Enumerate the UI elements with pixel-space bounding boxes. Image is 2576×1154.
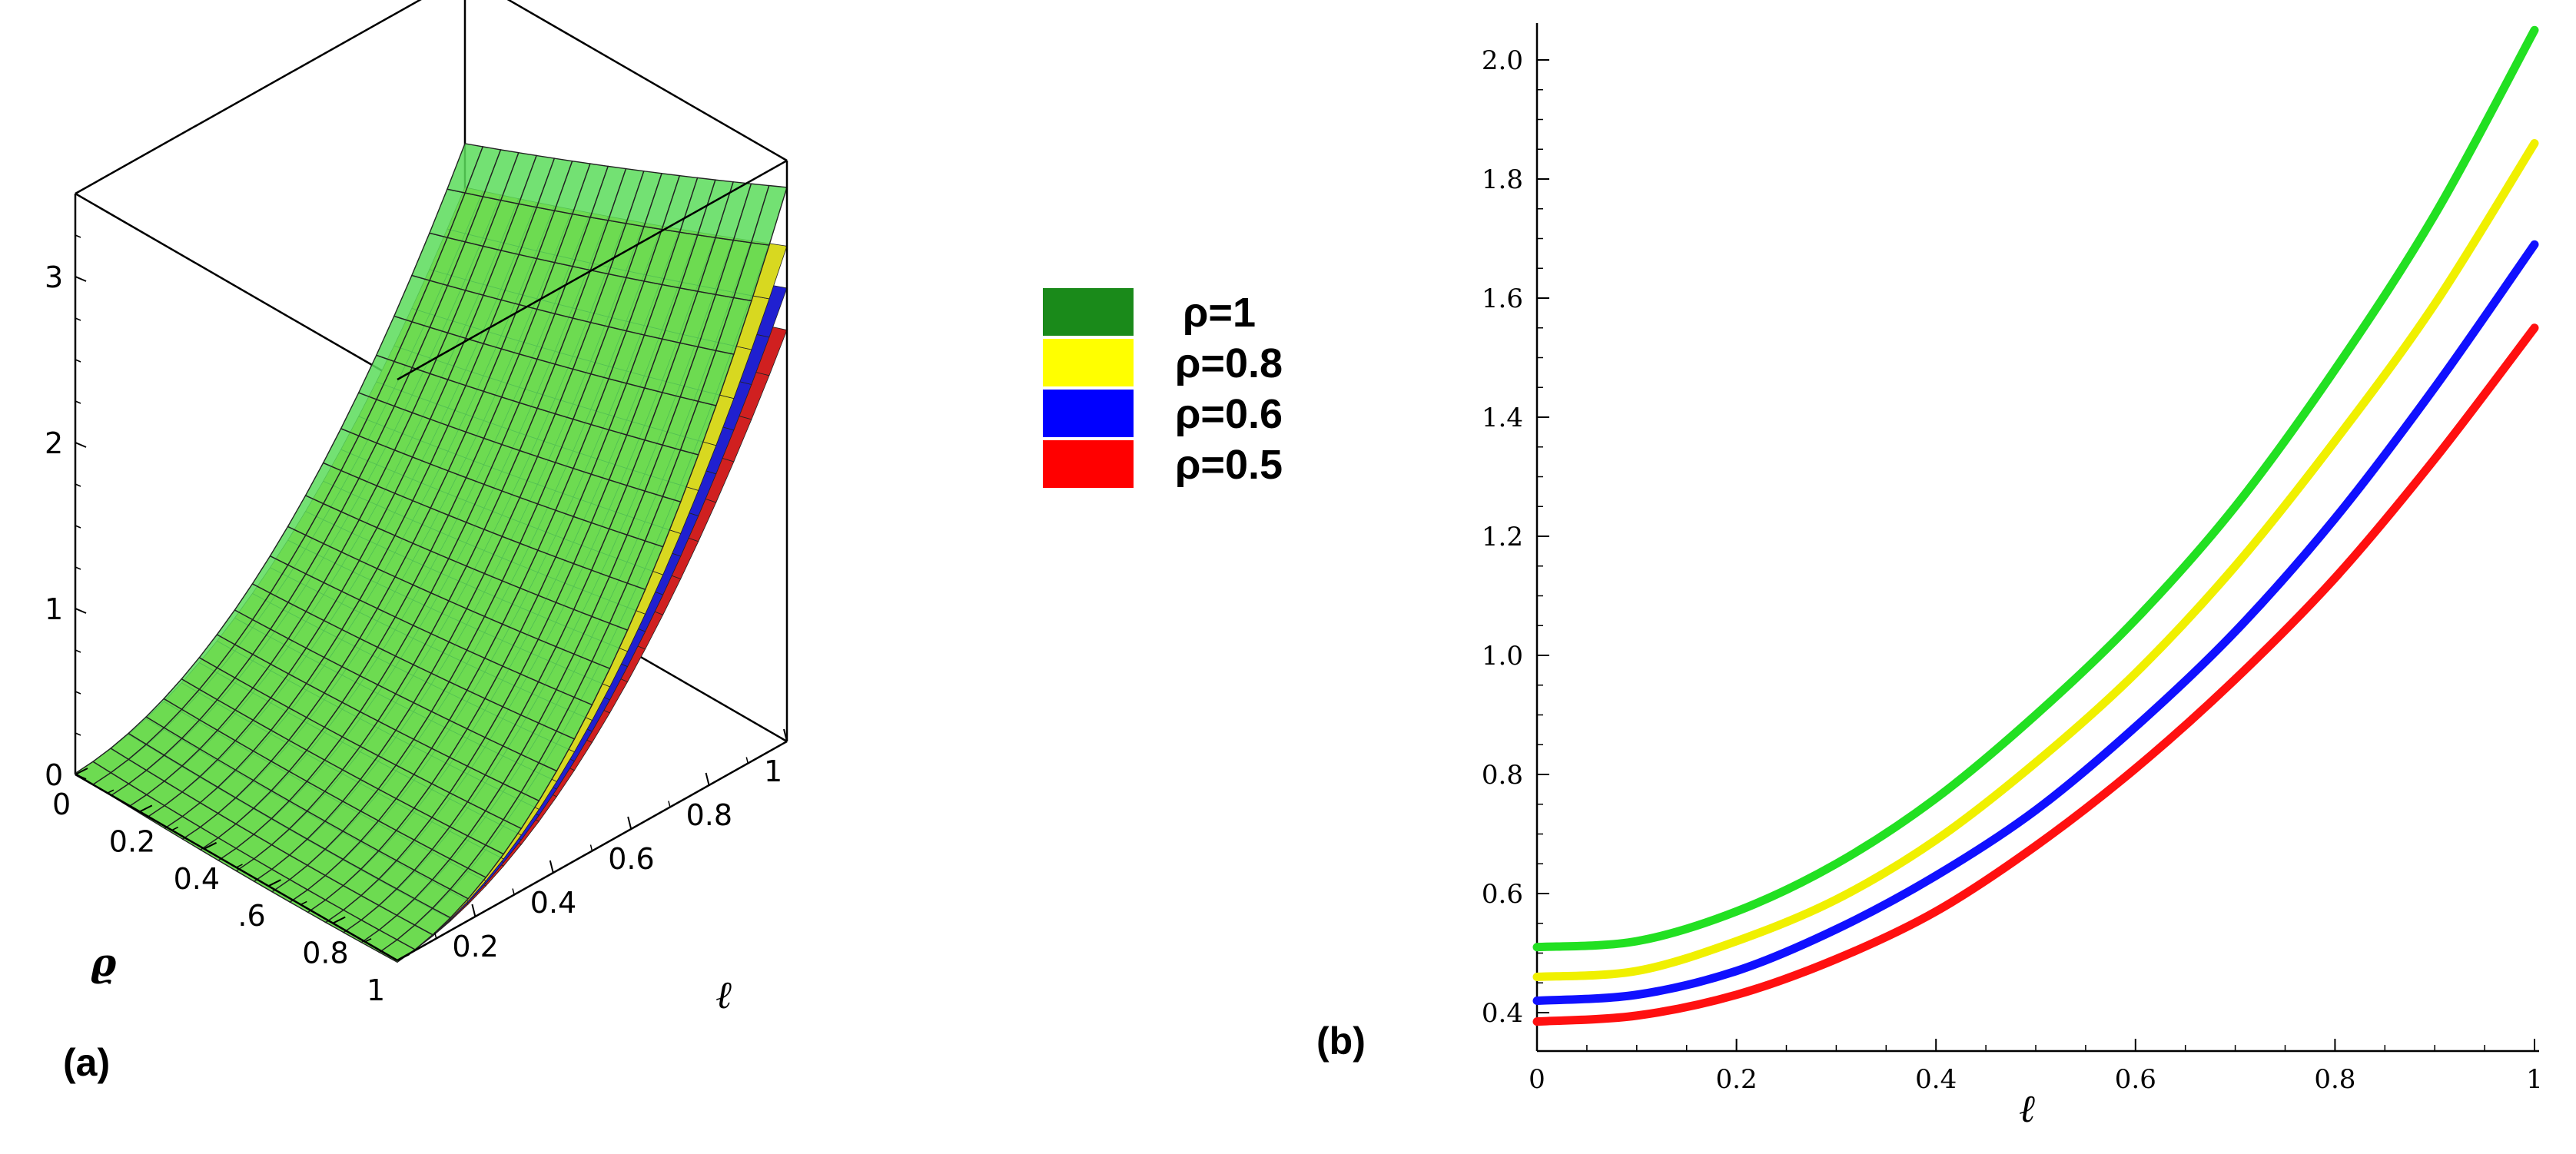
- x-tick-label: 0: [1529, 1064, 1545, 1095]
- z-tick-label: 3: [45, 260, 63, 294]
- panel-b-label: (b): [1316, 1020, 1366, 1063]
- x-tick-label: 0.4: [1915, 1064, 1957, 1095]
- rho-axis-label: ϱ: [91, 940, 117, 985]
- rho-tick-label: 0.2: [109, 824, 155, 858]
- rho-minor-tick: [397, 957, 404, 961]
- y-tick-label: 0.4: [1482, 998, 1523, 1029]
- ell-tick-label: 0.2: [452, 930, 498, 963]
- z-minor-tick: [75, 442, 81, 446]
- series-line-ρ=0.6: [1532, 240, 2539, 1005]
- ell-minor-tick: [668, 801, 671, 807]
- y-tick-label: 0.8: [1482, 760, 1523, 791]
- ell-minor-tick: [785, 735, 788, 742]
- ell-tick-label: 1: [764, 754, 782, 788]
- ell-minor-tick: [512, 888, 515, 895]
- rho-minor-tick: [139, 807, 147, 813]
- rho-tick-label: .6: [237, 899, 265, 933]
- ell-minor-tick: [706, 778, 710, 786]
- z-minor-tick: [75, 732, 81, 736]
- ell-tick-label: 0.4: [530, 886, 576, 920]
- ell-tick-label: 0.8: [686, 798, 732, 832]
- rho-tick-label: 0: [52, 788, 71, 821]
- ell-axis-ticks: 0.2 0.4 0.6 0.8 1: [433, 728, 788, 963]
- y-tick-label: 1.6: [1482, 284, 1523, 314]
- x-tick-label: 0.2: [1716, 1064, 1758, 1095]
- panel-a-3d-surface: 0 1 2 3 0 0.2 0.4 .6 0.8 1 0.2 0.4 0.6 0.8 1 ϱ ℓ (a): [45, 0, 788, 1084]
- y-tick-label: 2.0: [1482, 45, 1523, 76]
- rho-tick-label: 0.4: [174, 862, 220, 896]
- z-tick-label: 1: [45, 592, 63, 626]
- z-minor-tick: [75, 691, 81, 695]
- ell-minor-tick: [551, 866, 554, 874]
- rho-minor-tick: [236, 864, 243, 868]
- legend-label: ρ=0.5: [1175, 442, 1283, 488]
- z-tick: [75, 774, 87, 780]
- legend-label: ρ=0.8: [1175, 340, 1283, 386]
- rho-minor-tick: [364, 938, 372, 943]
- axes: 0.4 0.6 0.8 1.0 1.2 1.4 1.6 1.8 2.0 0 0.2 0.4 0.6 0.8…: [1482, 23, 2543, 1095]
- y-tick-label: 1.8: [1482, 164, 1523, 195]
- rho-tick-label: 0.8: [302, 937, 348, 970]
- ell-axis-label-3d: ℓ: [716, 972, 732, 1017]
- ell-minor-tick: [589, 844, 593, 851]
- z-minor-tick: [75, 649, 81, 653]
- series-line-ρ=0.8: [1532, 139, 2539, 981]
- rho-tick: [75, 768, 88, 775]
- ell-minor-tick: [473, 910, 476, 917]
- z-minor-tick: [75, 359, 81, 363]
- series-line-ρ=0.5: [1532, 323, 2539, 1026]
- y-tick-label: 1.2: [1482, 522, 1523, 552]
- panel-a-label: (a): [63, 1041, 110, 1084]
- surfaces: [74, 143, 788, 963]
- box-edge: [75, 192, 398, 381]
- z-minor-tick: [75, 317, 81, 321]
- legend-swatch: [1043, 390, 1134, 437]
- box-edge-front: [506, 0, 788, 162]
- y-tick-label: 1.0: [1482, 641, 1523, 672]
- surface-ρ=1: [74, 143, 788, 963]
- legend-label: ρ=1: [1183, 290, 1256, 336]
- box-edge-front: [397, 159, 788, 381]
- rho-minor-tick: [107, 789, 115, 794]
- z-tick-label: 0: [45, 758, 63, 792]
- z-tick-label: 2: [45, 426, 63, 460]
- x-tick-label: 0.8: [2314, 1064, 2355, 1095]
- legend-label: ρ=0.6: [1175, 391, 1283, 437]
- z-minor-tick: [75, 483, 81, 487]
- z-minor-tick: [75, 608, 81, 612]
- z-axis-ticks: 0 1 2 3: [45, 234, 87, 792]
- z-minor-tick: [75, 234, 81, 238]
- x-tick-label: 0.6: [2115, 1064, 2156, 1095]
- legend-swatch: [1043, 339, 1134, 386]
- ell-minor-tick: [745, 757, 749, 764]
- y-tick-label: 0.6: [1482, 879, 1523, 910]
- series-line-ρ=1: [1532, 25, 2539, 952]
- y-tick-label: 1.4: [1482, 403, 1523, 433]
- rho-minor-tick: [268, 882, 275, 887]
- rho-minor-tick: [332, 919, 340, 924]
- panel-b-line-chart: 0.4 0.6 0.8 1.0 1.2 1.4 1.6 1.8 2.0 0 0.2 0.4 0.6 0.8…: [1316, 23, 2543, 1131]
- legend: ρ=1ρ=0.8 ρ=0.6 ρ=0.5: [1043, 288, 1283, 488]
- rho-minor-tick: [204, 845, 211, 850]
- rho-minor-tick: [171, 826, 179, 831]
- ell-tick-label: 0.6: [608, 842, 654, 876]
- rho-axis-ticks: 0 0.2 0.4 .6 0.8 1: [52, 768, 410, 1007]
- series-lines: [1532, 25, 2539, 1026]
- rho-minor-tick: [300, 900, 307, 906]
- rho-tick-label: 1: [367, 973, 385, 1007]
- ell-axis-label: ℓ: [2020, 1086, 2036, 1131]
- ell-minor-tick: [433, 932, 437, 939]
- ell-minor-tick: [629, 822, 632, 830]
- z-minor-tick: [75, 276, 81, 280]
- z-minor-tick: [75, 400, 81, 404]
- box-edge: [75, 0, 422, 195]
- z-minor-tick: [75, 525, 81, 529]
- legend-swatch: [1043, 288, 1134, 336]
- legend-swatch: [1043, 440, 1134, 488]
- x-tick-label: 1: [2526, 1064, 2543, 1095]
- z-minor-tick: [75, 566, 81, 570]
